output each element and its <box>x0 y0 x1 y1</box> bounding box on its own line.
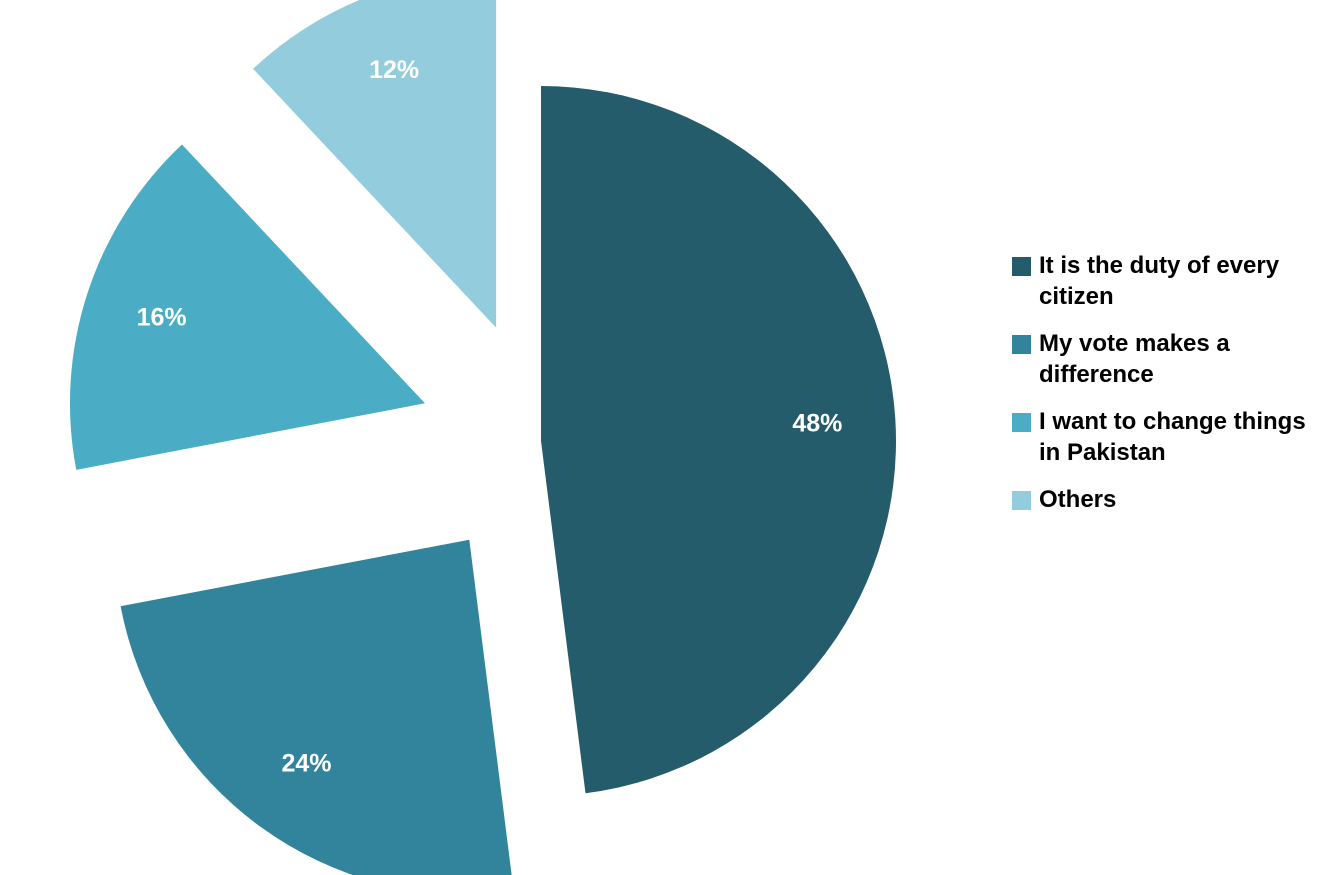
legend-swatch-vote-difference <box>1012 335 1031 354</box>
legend-item-change-pakistan: I want to change things in Pakistan <box>1012 406 1324 468</box>
data-label-duty: 48% <box>792 410 842 438</box>
legend-swatch-others <box>1012 491 1031 510</box>
legend-item-others: Others <box>1012 484 1324 515</box>
legend-label-change-pakistan: I want to change things in Pakistan <box>1039 408 1306 466</box>
data-label-others: 12% <box>369 56 419 84</box>
legend-label-vote-difference: My vote makes a difference <box>1039 330 1230 388</box>
legend-label-duty: It is the duty of every citizen <box>1039 252 1280 310</box>
pie-slice-change-pakistan <box>69 144 425 470</box>
data-label-vote-difference: 24% <box>282 750 332 778</box>
legend-item-vote-difference: My vote makes a difference <box>1012 328 1324 390</box>
pie-slice-others <box>253 0 497 328</box>
legend: It is the duty of every citizen My vote … <box>1012 250 1324 531</box>
data-label-change-pakistan: 16% <box>137 304 187 332</box>
legend-swatch-change-pakistan <box>1012 413 1031 432</box>
pie-slice-vote-difference <box>120 539 512 875</box>
pie-slice-duty <box>541 86 897 794</box>
legend-label-others: Others <box>1039 486 1117 513</box>
legend-swatch-duty <box>1012 257 1031 276</box>
legend-item-duty: It is the duty of every citizen <box>1012 250 1324 312</box>
